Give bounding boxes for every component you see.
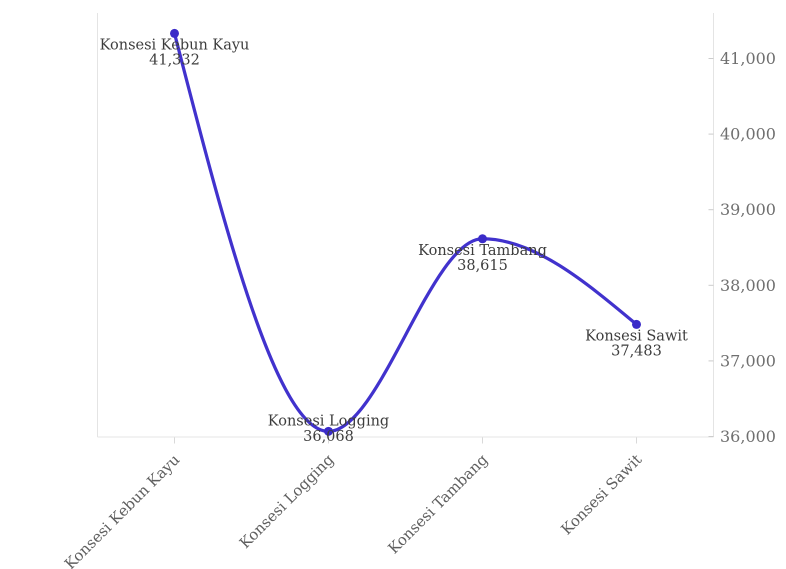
data-label-value: 36,068 bbox=[303, 429, 354, 445]
x-axis-category-label: Konsesi Kebun Kayu bbox=[61, 450, 184, 569]
series-line bbox=[172, 31, 639, 434]
y-axis-tick-label: 40,000 bbox=[720, 125, 776, 144]
data-label-value: 38,615 bbox=[457, 258, 508, 274]
data-point-marker[interactable] bbox=[170, 28, 179, 38]
x-axis-category-label: Konsesi Logging bbox=[236, 450, 338, 552]
y-axis-tick-label: 37,000 bbox=[720, 351, 776, 370]
y-axis-tick-label: 36,000 bbox=[720, 427, 776, 446]
y-axis-tick-label: 38,000 bbox=[720, 276, 776, 295]
data-label-value: 37,483 bbox=[611, 343, 662, 359]
y-axis-tick-label: 41,000 bbox=[720, 49, 776, 68]
data-label-name: Konsesi Kebun Kayu bbox=[100, 37, 250, 53]
x-axis-category-label: Konsesi Sawit bbox=[557, 451, 645, 539]
x-axis-category-label: Konsesi Tambang bbox=[384, 450, 491, 557]
data-point-marker[interactable] bbox=[324, 426, 333, 436]
data-label-value: 41,332 bbox=[149, 52, 200, 68]
data-label-name: Konsesi Logging bbox=[268, 413, 389, 429]
data-label-name: Konsesi Tambang bbox=[418, 243, 547, 259]
data-label-name: Konsesi Sawit bbox=[585, 328, 688, 344]
data-point-marker[interactable] bbox=[632, 319, 641, 329]
y-axis-tick-label: 39,000 bbox=[720, 200, 776, 219]
data-point-marker[interactable] bbox=[478, 234, 487, 244]
